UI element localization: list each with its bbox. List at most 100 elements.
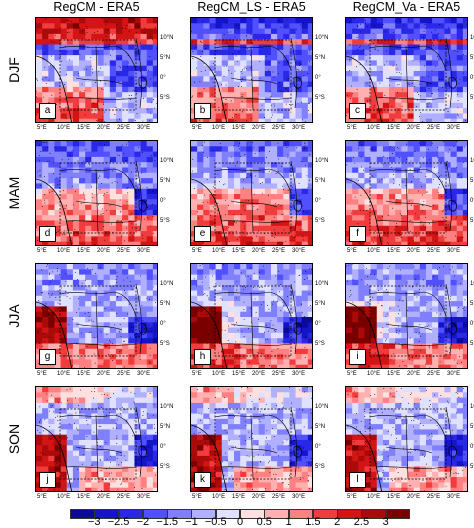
longitude-label: 5°E	[347, 371, 357, 377]
row-label-djf: DJF	[6, 50, 22, 90]
latitude-label: 5°S	[315, 218, 325, 224]
longitude-label: 5°E	[192, 371, 202, 377]
longitude-label: 30°E	[292, 371, 305, 377]
longitude-label: 30°E	[137, 125, 150, 131]
longitude-label: 5°E	[37, 494, 47, 500]
longitude-label: 5°E	[192, 248, 202, 254]
latitude-label: 10°N	[160, 404, 173, 410]
column-title-1: RegCM - ERA5	[25, 0, 168, 14]
panel-letter: f	[349, 226, 366, 242]
longitude-label: 10°E	[57, 125, 70, 131]
longitude-label: 10°E	[367, 494, 380, 500]
longitude-label: 20°E	[97, 248, 110, 254]
longitude-label: 5°E	[37, 125, 47, 131]
panel-letter: k	[194, 472, 211, 488]
longitude-label: 10°E	[212, 248, 225, 254]
longitude-label: 25°E	[427, 494, 440, 500]
map-panel-j: j	[35, 386, 158, 492]
longitude-label: 15°E	[77, 494, 90, 500]
longitude-label: 25°E	[272, 371, 285, 377]
longitude-label: 10°E	[57, 371, 70, 377]
row-label-son: SON	[6, 419, 22, 459]
longitude-label: 25°E	[272, 125, 285, 131]
longitude-label: 30°E	[447, 125, 460, 131]
latitude-label: 10°N	[470, 35, 474, 41]
longitude-label: 15°E	[77, 248, 90, 254]
longitude-label: 25°E	[117, 371, 130, 377]
latitude-label: 5°S	[160, 464, 170, 470]
longitude-label: 15°E	[77, 125, 90, 131]
longitude-label: 10°E	[367, 371, 380, 377]
colorbar-tick-label: 1.5	[305, 516, 320, 528]
longitude-label: 15°E	[232, 371, 245, 377]
latitude-label: 0°	[315, 444, 321, 450]
latitude-label: 5°N	[315, 301, 325, 307]
map-panel-c: c	[345, 17, 468, 123]
map-panel-e: e	[190, 140, 313, 246]
panel-letter: e	[194, 226, 211, 242]
map-panel-a: a	[35, 17, 158, 123]
colorbar-tick-label: 2	[334, 516, 340, 528]
latitude-label: 5°N	[315, 424, 325, 430]
longitude-label: 20°E	[97, 125, 110, 131]
longitude-label: 20°E	[97, 494, 110, 500]
longitude-label: 10°E	[212, 125, 225, 131]
longitude-label: 30°E	[292, 248, 305, 254]
row-label-mam: MAM	[6, 173, 22, 213]
latitude-label: 10°N	[160, 35, 173, 41]
latitude-label: 5°N	[315, 178, 325, 184]
latitude-label: 5°S	[315, 95, 325, 101]
longitude-label: 10°E	[367, 125, 380, 131]
latitude-label: 10°N	[315, 404, 328, 410]
latitude-label: 0°	[315, 75, 321, 81]
panel-letter: a	[39, 103, 56, 119]
longitude-label: 25°E	[427, 248, 440, 254]
panel-letter: i	[349, 349, 366, 365]
longitude-label: 15°E	[387, 248, 400, 254]
row-label-jja: JJA	[6, 296, 22, 336]
panel-letter: h	[194, 349, 211, 365]
latitude-label: 10°N	[470, 281, 474, 287]
longitude-label: 5°E	[192, 125, 202, 131]
latitude-label: 5°S	[470, 95, 474, 101]
longitude-label: 10°E	[57, 248, 70, 254]
longitude-label: 15°E	[387, 125, 400, 131]
column-title-2: RegCM_LS - ERA5	[180, 0, 323, 14]
latitude-label: 5°N	[160, 424, 170, 430]
latitude-label: 5°S	[315, 464, 325, 470]
longitude-label: 15°E	[232, 494, 245, 500]
longitude-label: 5°E	[37, 248, 47, 254]
longitude-label: 20°E	[252, 248, 265, 254]
latitude-label: 10°N	[470, 158, 474, 164]
column-title-3: RegCM_Va - ERA5	[335, 0, 474, 14]
latitude-label: 10°N	[315, 35, 328, 41]
longitude-label: 20°E	[252, 125, 265, 131]
latitude-label: 10°N	[315, 281, 328, 287]
longitude-label: 10°E	[212, 494, 225, 500]
latitude-label: 0°	[470, 198, 474, 204]
latitude-label: 10°N	[470, 404, 474, 410]
map-panel-i: i	[345, 263, 468, 369]
colorbar-tick-label: −0.5	[205, 516, 227, 528]
colorbar-tick-label: −2.5	[108, 516, 130, 528]
longitude-label: 20°E	[407, 125, 420, 131]
longitude-label: 30°E	[137, 371, 150, 377]
longitude-label: 20°E	[97, 371, 110, 377]
colorbar-tick-label: −3	[88, 516, 101, 528]
longitude-label: 5°E	[37, 371, 47, 377]
longitude-label: 5°E	[347, 248, 357, 254]
longitude-label: 25°E	[427, 125, 440, 131]
latitude-label: 5°N	[160, 301, 170, 307]
panel-letter: g	[39, 349, 56, 365]
longitude-label: 30°E	[137, 248, 150, 254]
longitude-label: 20°E	[252, 371, 265, 377]
latitude-label: 10°N	[160, 158, 173, 164]
map-panel-g: g	[35, 263, 158, 369]
map-panel-l: l	[345, 386, 468, 492]
longitude-label: 5°E	[347, 125, 357, 131]
longitude-label: 30°E	[447, 248, 460, 254]
latitude-label: 5°N	[160, 178, 170, 184]
longitude-label: 15°E	[77, 371, 90, 377]
longitude-label: 25°E	[117, 125, 130, 131]
longitude-label: 15°E	[232, 125, 245, 131]
